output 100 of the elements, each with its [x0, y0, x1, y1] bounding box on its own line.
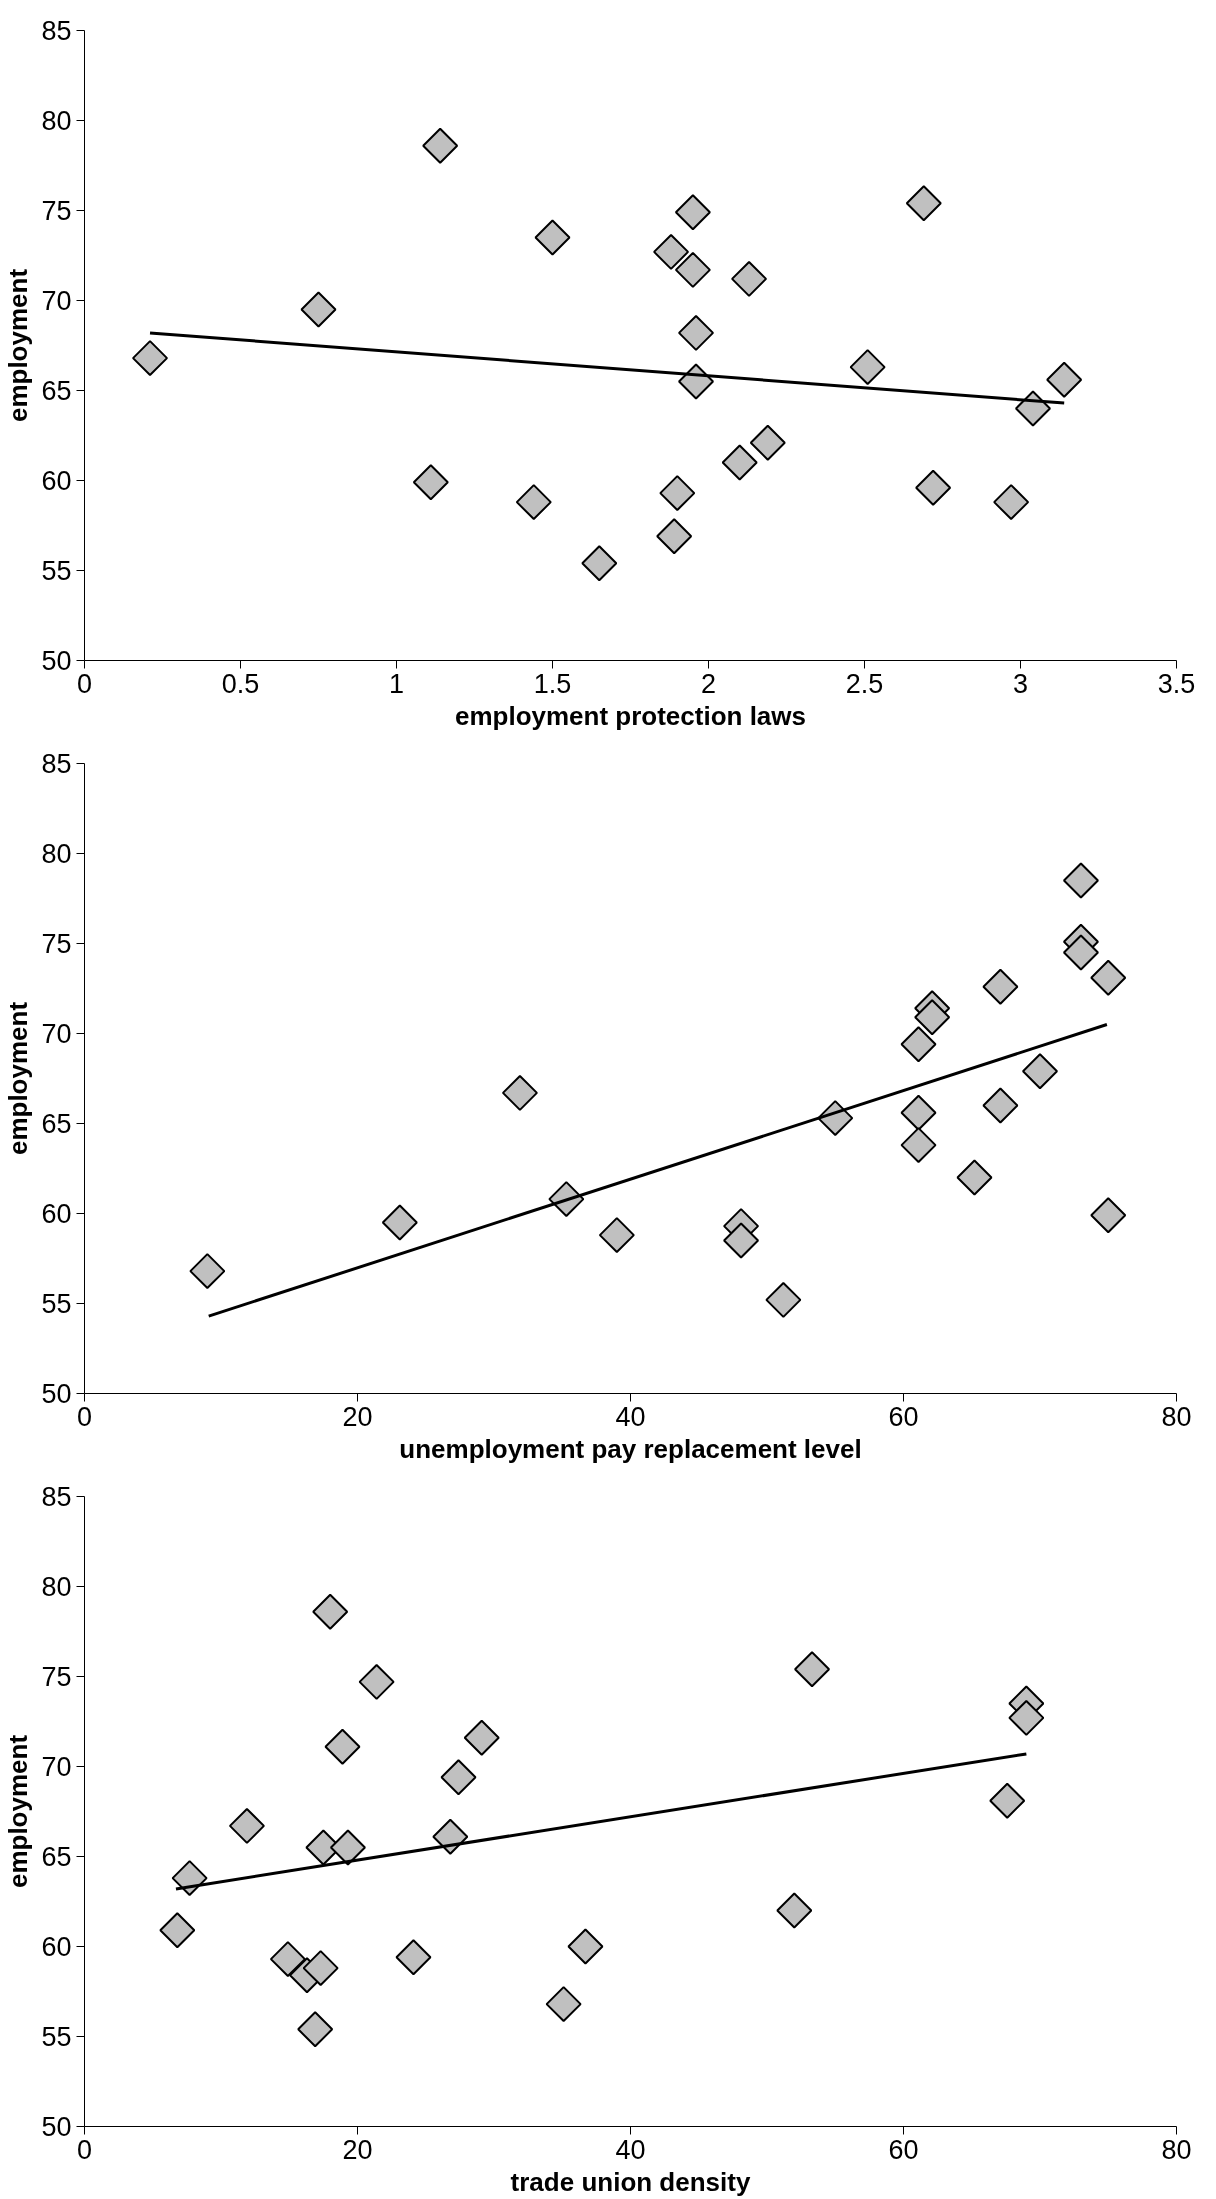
- point: [765, 1281, 802, 1318]
- point: [723, 1222, 760, 1259]
- point: [905, 185, 942, 222]
- y-tick-label: 70: [41, 1019, 72, 1049]
- point: [659, 475, 696, 512]
- y-tick-label: 70: [41, 1752, 72, 1782]
- point: [302, 1950, 339, 1987]
- y-tick-label: 65: [41, 1109, 72, 1139]
- point: [422, 127, 459, 164]
- x-tick-label: 1: [388, 668, 405, 699]
- x-axis-title: employment protection laws: [454, 700, 807, 731]
- point: [132, 340, 168, 377]
- x-tick-label: 40: [615, 1401, 646, 1432]
- point: [567, 1928, 604, 1965]
- point: [300, 291, 337, 328]
- point: [982, 968, 1019, 1005]
- point: [358, 1663, 395, 1700]
- x-tick-label: 0: [76, 1401, 93, 1432]
- y-tick-label: 65: [41, 1842, 72, 1872]
- point: [989, 1782, 1026, 1819]
- y-tick-label: 55: [41, 2022, 72, 2052]
- point: [381, 1204, 418, 1241]
- x-tick-label: 0: [76, 668, 93, 699]
- y-tick-label: 75: [41, 196, 72, 226]
- point: [1022, 1053, 1058, 1090]
- point: [440, 1759, 477, 1796]
- point: [1046, 361, 1083, 398]
- y-tick-label: 60: [41, 466, 72, 496]
- point: [674, 251, 711, 288]
- x-tick-label: 60: [888, 1401, 919, 1432]
- y-tick-label: 50: [41, 2112, 72, 2142]
- y-tick-label: 60: [41, 1932, 72, 1962]
- x-tick-label: 80: [1161, 1401, 1192, 1432]
- x-axis-title: trade union density: [510, 2166, 751, 2197]
- point: [914, 999, 951, 1036]
- y-axis-title: employment: [3, 268, 34, 423]
- point: [982, 1087, 1019, 1124]
- y-axis-title: employment: [3, 1734, 34, 1889]
- point: [432, 1818, 469, 1855]
- point: [581, 545, 618, 582]
- y-tick-label: 80: [41, 106, 72, 136]
- y-tick-label: 75: [41, 1662, 72, 1692]
- y-tick-label: 70: [41, 286, 72, 316]
- point: [1062, 934, 1099, 971]
- point: [159, 1912, 196, 1949]
- y-tick-label: 80: [41, 1572, 72, 1602]
- x-tick-label: 2: [700, 668, 717, 699]
- point: [915, 469, 952, 506]
- y-tick-label: 50: [41, 646, 72, 676]
- point: [269, 1941, 306, 1978]
- point: [776, 1892, 813, 1929]
- point: [189, 1253, 226, 1290]
- point: [1090, 1197, 1127, 1234]
- x-tick-label: 80: [1161, 2134, 1192, 2165]
- point: [1062, 862, 1099, 899]
- point: [674, 194, 711, 231]
- point: [794, 1651, 831, 1688]
- point: [545, 1986, 582, 2023]
- point: [900, 1094, 937, 1131]
- point: [228, 1807, 265, 1844]
- point: [993, 484, 1030, 521]
- point: [656, 518, 693, 555]
- point: [501, 1074, 538, 1111]
- y-tick-label: 85: [41, 16, 72, 46]
- x-tick-label: 2.5: [845, 668, 884, 699]
- point: [463, 1719, 500, 1756]
- point: [1090, 959, 1127, 996]
- y-tick-label: 50: [41, 1379, 72, 1409]
- x-tick-label: 20: [342, 2134, 373, 2165]
- point: [849, 349, 886, 386]
- x-tick-label: 40: [615, 2134, 646, 2165]
- x-axis-title: unemployment pay replacement level: [399, 1433, 862, 1464]
- x-tick-label: 3: [1012, 668, 1029, 699]
- y-tick-label: 85: [41, 1482, 72, 1512]
- point: [900, 1127, 937, 1164]
- y-tick-label: 60: [41, 1199, 72, 1229]
- point: [956, 1159, 993, 1196]
- point: [900, 1026, 937, 1063]
- point: [534, 219, 571, 256]
- point: [171, 1860, 208, 1897]
- point: [731, 260, 768, 297]
- y-tick-label: 85: [41, 749, 72, 779]
- y-tick-label: 75: [41, 929, 72, 959]
- point: [324, 1728, 361, 1765]
- x-tick-label: 3.5: [1157, 668, 1196, 699]
- point: [653, 233, 690, 270]
- x-tick-label: 20: [342, 1401, 373, 1432]
- point: [297, 2011, 334, 2048]
- x-tick-label: 1.5: [533, 668, 572, 699]
- x-tick-label: 0: [76, 2134, 93, 2165]
- point: [515, 484, 552, 521]
- y-tick-label: 80: [41, 839, 72, 869]
- y-tick-label: 55: [41, 1289, 72, 1319]
- y-tick-label: 65: [41, 376, 72, 406]
- x-tick-label: 0.5: [221, 668, 260, 699]
- point: [412, 464, 449, 501]
- point: [598, 1217, 635, 1254]
- y-axis-title: employment: [3, 1001, 34, 1156]
- point: [721, 444, 758, 481]
- point: [749, 424, 786, 461]
